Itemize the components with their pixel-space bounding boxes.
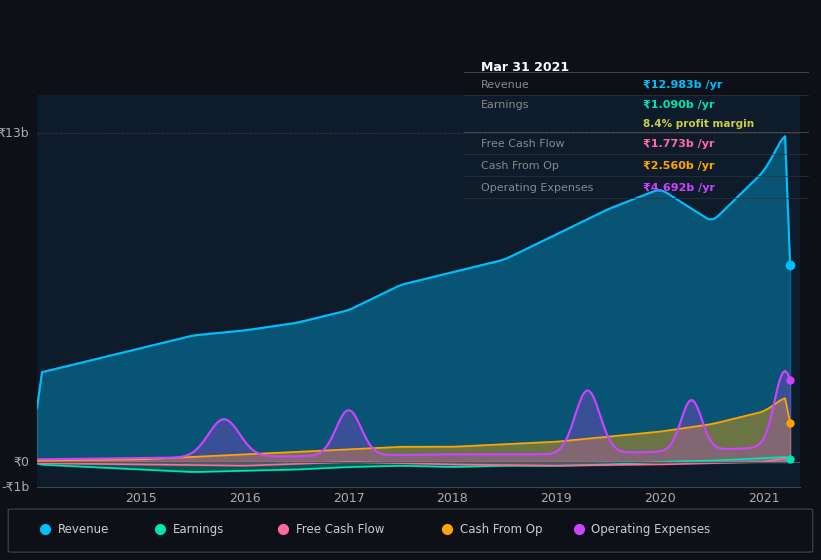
Text: Revenue: Revenue bbox=[57, 522, 109, 536]
Text: ₹2.560b /yr: ₹2.560b /yr bbox=[643, 161, 714, 171]
Text: Earnings: Earnings bbox=[481, 100, 530, 110]
Text: 8.4% profit margin: 8.4% profit margin bbox=[643, 119, 754, 129]
Text: Operating Expenses: Operating Expenses bbox=[591, 522, 710, 536]
Text: ₹4.692b /yr: ₹4.692b /yr bbox=[643, 183, 715, 193]
Text: -₹1b: -₹1b bbox=[1, 480, 30, 494]
Text: ₹13b: ₹13b bbox=[0, 127, 30, 139]
Text: Revenue: Revenue bbox=[481, 80, 530, 90]
Text: ₹1.090b /yr: ₹1.090b /yr bbox=[643, 100, 714, 110]
Text: Mar 31 2021: Mar 31 2021 bbox=[481, 62, 569, 74]
Text: ₹1.773b /yr: ₹1.773b /yr bbox=[643, 139, 714, 149]
Text: ₹12.983b /yr: ₹12.983b /yr bbox=[643, 80, 722, 90]
Text: Free Cash Flow: Free Cash Flow bbox=[481, 139, 565, 149]
Text: Operating Expenses: Operating Expenses bbox=[481, 183, 594, 193]
Text: Free Cash Flow: Free Cash Flow bbox=[296, 522, 384, 536]
Text: ₹0: ₹0 bbox=[13, 455, 30, 468]
Text: Earnings: Earnings bbox=[172, 522, 224, 536]
Text: Cash From Op: Cash From Op bbox=[460, 522, 542, 536]
Text: Cash From Op: Cash From Op bbox=[481, 161, 559, 171]
